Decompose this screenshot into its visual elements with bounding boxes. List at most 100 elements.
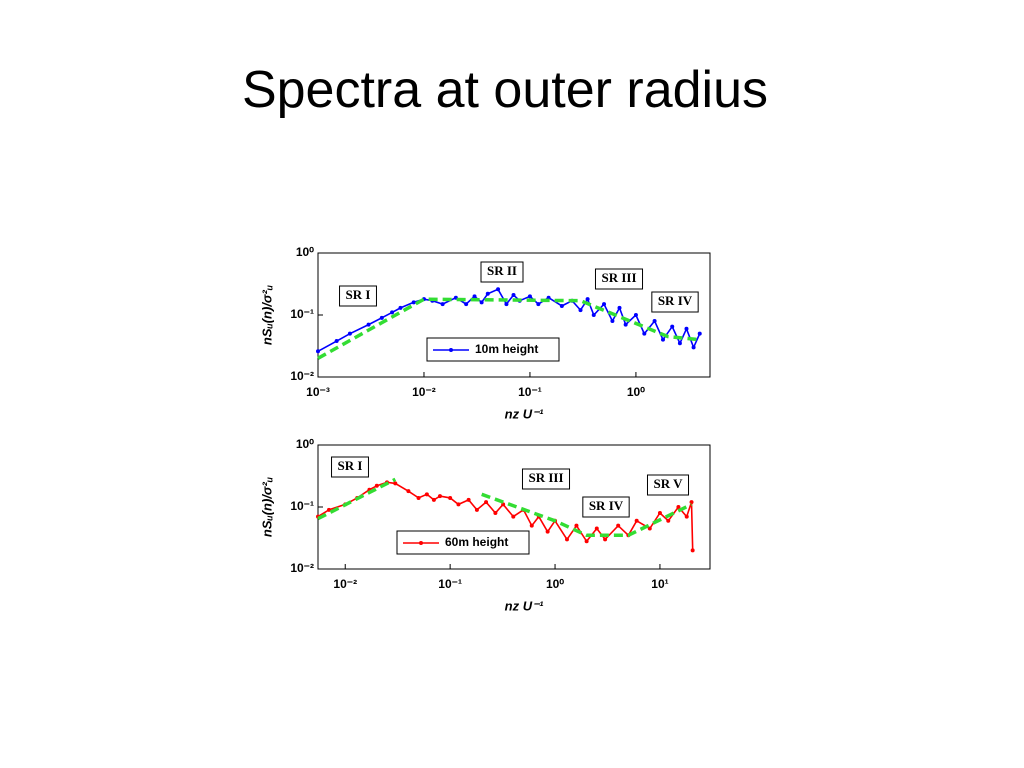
data-point (591, 313, 596, 317)
data-point (610, 319, 615, 324)
y-tick-label: 10⁻¹ (290, 499, 314, 513)
data-point (564, 537, 569, 542)
legend-marker (419, 541, 423, 545)
data-point (536, 302, 541, 307)
slide-title: Spectra at outer radius (241, 61, 769, 119)
annotation: SR I (331, 456, 369, 478)
data-point (393, 481, 398, 486)
annotation-box (331, 456, 369, 478)
x-tick-label: 10⁻² (412, 385, 436, 399)
x-tick-label: 10⁻¹ (438, 577, 462, 591)
data-point (617, 305, 622, 310)
data-point (545, 529, 550, 534)
data-point (334, 339, 339, 344)
x-axis-label: nz U⁻¹ (505, 406, 544, 421)
data-point (511, 293, 516, 298)
legend-label: 10m height (475, 342, 538, 356)
annotation-box (582, 496, 630, 518)
annotation-text: SR I (338, 458, 363, 473)
data-point (411, 300, 416, 305)
y-tick-label: 10⁻² (290, 369, 314, 383)
data-point (559, 303, 564, 308)
data-point (676, 505, 681, 509)
data-point (474, 507, 479, 512)
data-point (594, 526, 599, 531)
x-axis-label: nz U⁻¹ (505, 598, 544, 613)
data-point (398, 305, 403, 310)
data-line (317, 477, 693, 538)
data-point (431, 497, 436, 502)
data-point (670, 324, 675, 329)
data-point (602, 302, 607, 307)
data-point (689, 500, 694, 505)
annotation-text: SR IV (658, 293, 693, 308)
annotation: SR I (339, 285, 377, 307)
data-point (316, 349, 320, 354)
x-tick-label: 10⁰ (546, 577, 564, 591)
data-point (666, 518, 671, 523)
data-point (472, 294, 477, 299)
data-point (529, 523, 534, 528)
annotation-box (594, 268, 644, 290)
annotation: SR IV (582, 496, 630, 518)
annotation-text: SR III (601, 270, 636, 285)
legend-label: 60m height (445, 535, 508, 549)
data-point (424, 492, 429, 497)
data-point (366, 322, 371, 327)
data-point (464, 302, 469, 307)
legend-box (396, 530, 530, 555)
annotation-text: SR IV (589, 498, 624, 513)
data-point (416, 495, 421, 500)
data-line (317, 297, 700, 360)
data-point (578, 308, 583, 313)
data-point (374, 483, 379, 488)
data-point (584, 539, 589, 544)
y-axis-label: nSᵤ(n)/σ²ᵤ (259, 285, 274, 345)
data-point (437, 494, 442, 499)
x-tick-label: 10⁻² (333, 577, 357, 591)
annotation-box (339, 285, 377, 307)
data-point (379, 315, 384, 320)
data-point (493, 511, 498, 516)
data-point (504, 302, 509, 307)
data-point (633, 313, 638, 317)
x-tick-label: 10⁰ (627, 385, 645, 399)
annotation-text: SR II (487, 263, 517, 278)
data-point (677, 341, 682, 346)
data-point (406, 489, 411, 494)
data-point (603, 537, 608, 542)
x-tick-label: 10¹ (651, 577, 668, 591)
annotation: SR III (521, 468, 571, 490)
y-tick-label: 10⁰ (296, 245, 314, 259)
y-tick-label: 10⁻² (290, 561, 314, 575)
annotation-text: SR III (528, 470, 563, 485)
data-point (479, 300, 484, 305)
data-point (448, 495, 453, 500)
data-point (697, 331, 702, 336)
data-point (684, 326, 689, 331)
data-point (660, 337, 665, 342)
annotation: SR III (594, 268, 644, 290)
annotation-box (646, 474, 690, 496)
data-point (527, 294, 532, 299)
data-point (691, 345, 696, 350)
annotation-box (651, 291, 699, 313)
y-axis-label: nSᵤ(n)/σ²ᵤ (259, 477, 274, 537)
annotation: SR IV (651, 291, 699, 313)
data-point (623, 322, 628, 327)
data-point (456, 502, 461, 507)
annotation-box (480, 261, 524, 283)
x-tick-label: 10⁻¹ (518, 385, 542, 399)
legend-box (426, 337, 560, 362)
y-tick-label: 10⁻¹ (290, 307, 314, 321)
data-point (485, 291, 490, 296)
data-point (496, 287, 501, 292)
data-point (466, 497, 471, 502)
data-point (634, 518, 639, 523)
y-tick-label: 10⁰ (296, 437, 314, 451)
data-point (484, 500, 489, 505)
data-point (684, 514, 689, 519)
data-point (616, 523, 621, 528)
x-tick-label: 10⁻³ (306, 385, 330, 399)
